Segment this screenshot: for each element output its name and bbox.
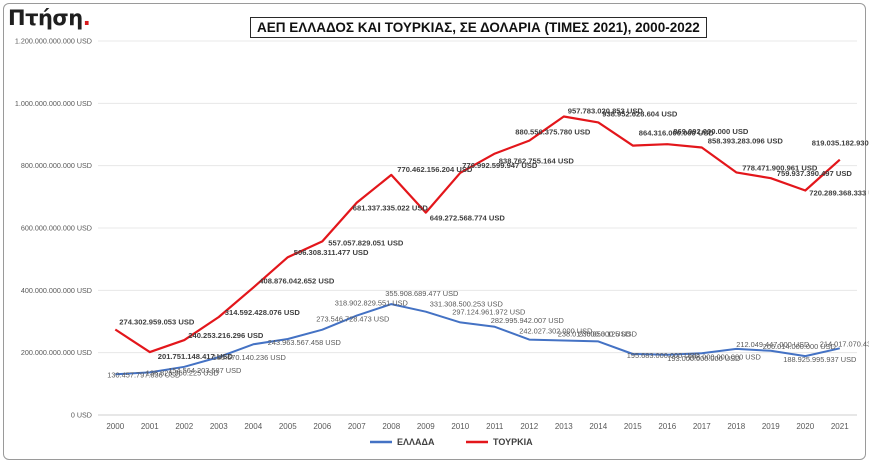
y-tick-label: 0 USD — [71, 411, 92, 420]
data-label-turkey: 770.462.156.204 USD — [397, 165, 473, 174]
logo-dot: . — [82, 6, 91, 30]
y-tick-label: 1.000.000.000.000 USD — [15, 99, 92, 108]
data-label-greece: 206.014.000.000 USD — [763, 342, 836, 351]
x-tick-label: 2007 — [348, 422, 366, 431]
x-tick-label: 2018 — [727, 422, 745, 431]
data-label-turkey: 649.272.568.774 USD — [430, 214, 506, 223]
data-label-greece: 130.457.797.836 USD — [107, 370, 180, 379]
data-label-turkey: 408.876.042.652 USD — [259, 277, 335, 286]
data-label-turkey: 819.035.182.930 USD — [812, 139, 869, 148]
x-tick-label: 2011 — [486, 422, 504, 431]
data-label-turkey: 938.952.628.604 USD — [602, 109, 678, 118]
data-label-turkey: 957.783.020.853 USD — [568, 106, 644, 115]
data-label-greece: 242.027.302.000 USD — [519, 327, 592, 336]
data-label-turkey: 776.992.599.947 USD — [462, 161, 538, 170]
x-tick-label: 2021 — [831, 422, 849, 431]
data-label-greece: 318.902.829.551 USD — [335, 299, 408, 308]
x-tick-label: 2000 — [106, 422, 124, 431]
series-line-greece — [115, 303, 841, 376]
x-tick-label: 2017 — [693, 422, 711, 431]
data-label-greece: 273.546.728.473 USD — [316, 315, 389, 324]
y-tick-label: 1.200.000.000.000 USD — [15, 37, 92, 46]
x-tick-label: 2006 — [313, 422, 331, 431]
data-label-greece: 195.683.000.000 USD — [627, 351, 700, 360]
data-label-turkey: 869.092.000.000 USD — [673, 127, 749, 136]
data-label-turkey: 838.762.755.164 USD — [499, 157, 575, 166]
series-line-turkey — [114, 115, 841, 354]
logo-text: Πτήση — [8, 6, 83, 30]
data-label-turkey: 858.393.283.096 USD — [708, 136, 784, 145]
legend-label-greece: ΕΛΛΑΔΑ — [397, 437, 435, 447]
chart-frame: Πτήση. ΑΕΠ ΕΛΛΑΔΟΣ ΚΑΙ ΤΟΥΡΚΙΑΣ, ΣΕ ΔΟΛΑ… — [3, 3, 866, 460]
data-label-greece: 331.308.500.253 USD — [430, 300, 503, 309]
y-tick-label: 400.000.000.000 USD — [21, 286, 92, 295]
data-label-turkey: 778.471.900.961 USD — [742, 163, 818, 172]
x-tick-label: 2009 — [417, 422, 435, 431]
x-tick-label: 2016 — [658, 422, 676, 431]
brand-logo: Πτήση. — [8, 6, 91, 30]
legend-label-turkey: ΤΟΥΡΚΙΑ — [493, 437, 533, 447]
x-tick-label: 2001 — [141, 422, 159, 431]
data-label-greece: 188.925.995.937 USD — [783, 355, 856, 364]
x-tick-label: 2014 — [589, 422, 607, 431]
x-tick-label: 2004 — [244, 422, 262, 431]
data-label-greece: 282.995.942.007 USD — [491, 316, 564, 325]
data-label-greece: 154.564.203.587 USD — [168, 366, 241, 375]
data-label-greece: 297.124.961.972 USD — [452, 307, 525, 316]
data-label-greece: 236.053.125 USD — [578, 329, 637, 338]
data-label-greece: 355.908.689.477 USD — [385, 289, 458, 298]
data-label-greece: 212.049.447.000 USD — [736, 340, 809, 349]
data-label-greece: 136.826.360.225 USD — [146, 368, 219, 377]
data-label-turkey: 557.057.829.051 USD — [328, 238, 404, 247]
x-tick-label: 2012 — [520, 422, 538, 431]
data-label-turkey: 240.253.216.296 USD — [188, 331, 264, 340]
x-tick-label: 2008 — [382, 422, 400, 431]
data-label-greece: 185.670.140.236 USD — [213, 353, 286, 362]
data-label-turkey: 314.592.428.076 USD — [225, 308, 301, 317]
x-tick-label: 2013 — [555, 422, 573, 431]
x-tick-label: 2015 — [624, 422, 642, 431]
x-tick-label: 2003 — [210, 422, 228, 431]
data-label-turkey: 506.308.311.477 USD — [294, 248, 369, 257]
x-tick-label: 2005 — [279, 422, 297, 431]
y-tick-label: 600.000.000.000 USD — [21, 224, 92, 233]
y-tick-label: 800.000.000.000 USD — [21, 161, 92, 170]
chart-title: ΑΕΠ ΕΛΛΑΔΟΣ ΚΑΙ ΤΟΥΡΚΙΑΣ, ΣΕ ΔΟΛΑΡΙΑ (ΤΙ… — [250, 17, 707, 38]
data-label-turkey: 274.302.959.053 USD — [119, 318, 195, 327]
data-label-turkey: 880.556.375.780 USD — [515, 128, 591, 137]
data-label-greece: 214.017.070.434 USD — [820, 339, 869, 348]
x-tick-label: 2002 — [175, 422, 193, 431]
data-label-greece: 243.963.567.458 USD — [268, 338, 341, 347]
data-label-greece: 193.000.000.000 USD — [667, 354, 740, 363]
data-label-turkey: 864.316.000.000 USD — [639, 129, 715, 138]
y-tick-label: 200.000.000.000 USD — [21, 348, 92, 357]
x-tick-label: 2020 — [796, 422, 814, 431]
data-label-turkey: 759.937.390.497 USD — [777, 169, 853, 178]
x-tick-label: 2010 — [451, 422, 469, 431]
data-label-turkey: 201.751.148.417 USD — [158, 352, 234, 361]
data-label-greece: 238.017.000.000 USD — [558, 330, 631, 339]
data-label-greece: 198.000.000.000 USD — [688, 352, 761, 361]
data-label-turkey: 720.289.368.333 USD — [809, 189, 869, 198]
x-tick-label: 2019 — [762, 422, 780, 431]
data-label-turkey: 681.337.335.022 USD — [353, 204, 429, 213]
